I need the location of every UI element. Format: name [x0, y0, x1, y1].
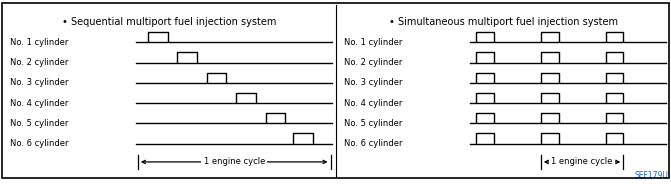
Text: 1 engine cycle: 1 engine cycle — [203, 158, 265, 166]
Text: No. 3 cylinder: No. 3 cylinder — [344, 78, 403, 87]
Text: No. 4 cylinder: No. 4 cylinder — [344, 99, 403, 107]
Text: No. 2 cylinder: No. 2 cylinder — [344, 58, 403, 67]
Text: No. 5 cylinder: No. 5 cylinder — [10, 119, 68, 128]
Text: No. 6 cylinder: No. 6 cylinder — [344, 139, 403, 148]
Text: • Simultaneous multiport fuel injection system: • Simultaneous multiport fuel injection … — [389, 17, 618, 26]
Text: No. 4 cylinder: No. 4 cylinder — [10, 99, 68, 107]
Text: No. 3 cylinder: No. 3 cylinder — [10, 78, 68, 87]
Text: No. 6 cylinder: No. 6 cylinder — [10, 139, 68, 148]
Text: No. 5 cylinder: No. 5 cylinder — [344, 119, 403, 128]
Text: No. 1 cylinder: No. 1 cylinder — [344, 38, 403, 47]
Text: No. 2 cylinder: No. 2 cylinder — [10, 58, 68, 67]
Text: • Sequential multiport fuel injection system: • Sequential multiport fuel injection sy… — [62, 17, 276, 26]
Text: No. 1 cylinder: No. 1 cylinder — [10, 38, 68, 47]
Text: SEF179U: SEF179U — [634, 171, 668, 180]
Text: 1 engine cycle: 1 engine cycle — [552, 158, 613, 166]
